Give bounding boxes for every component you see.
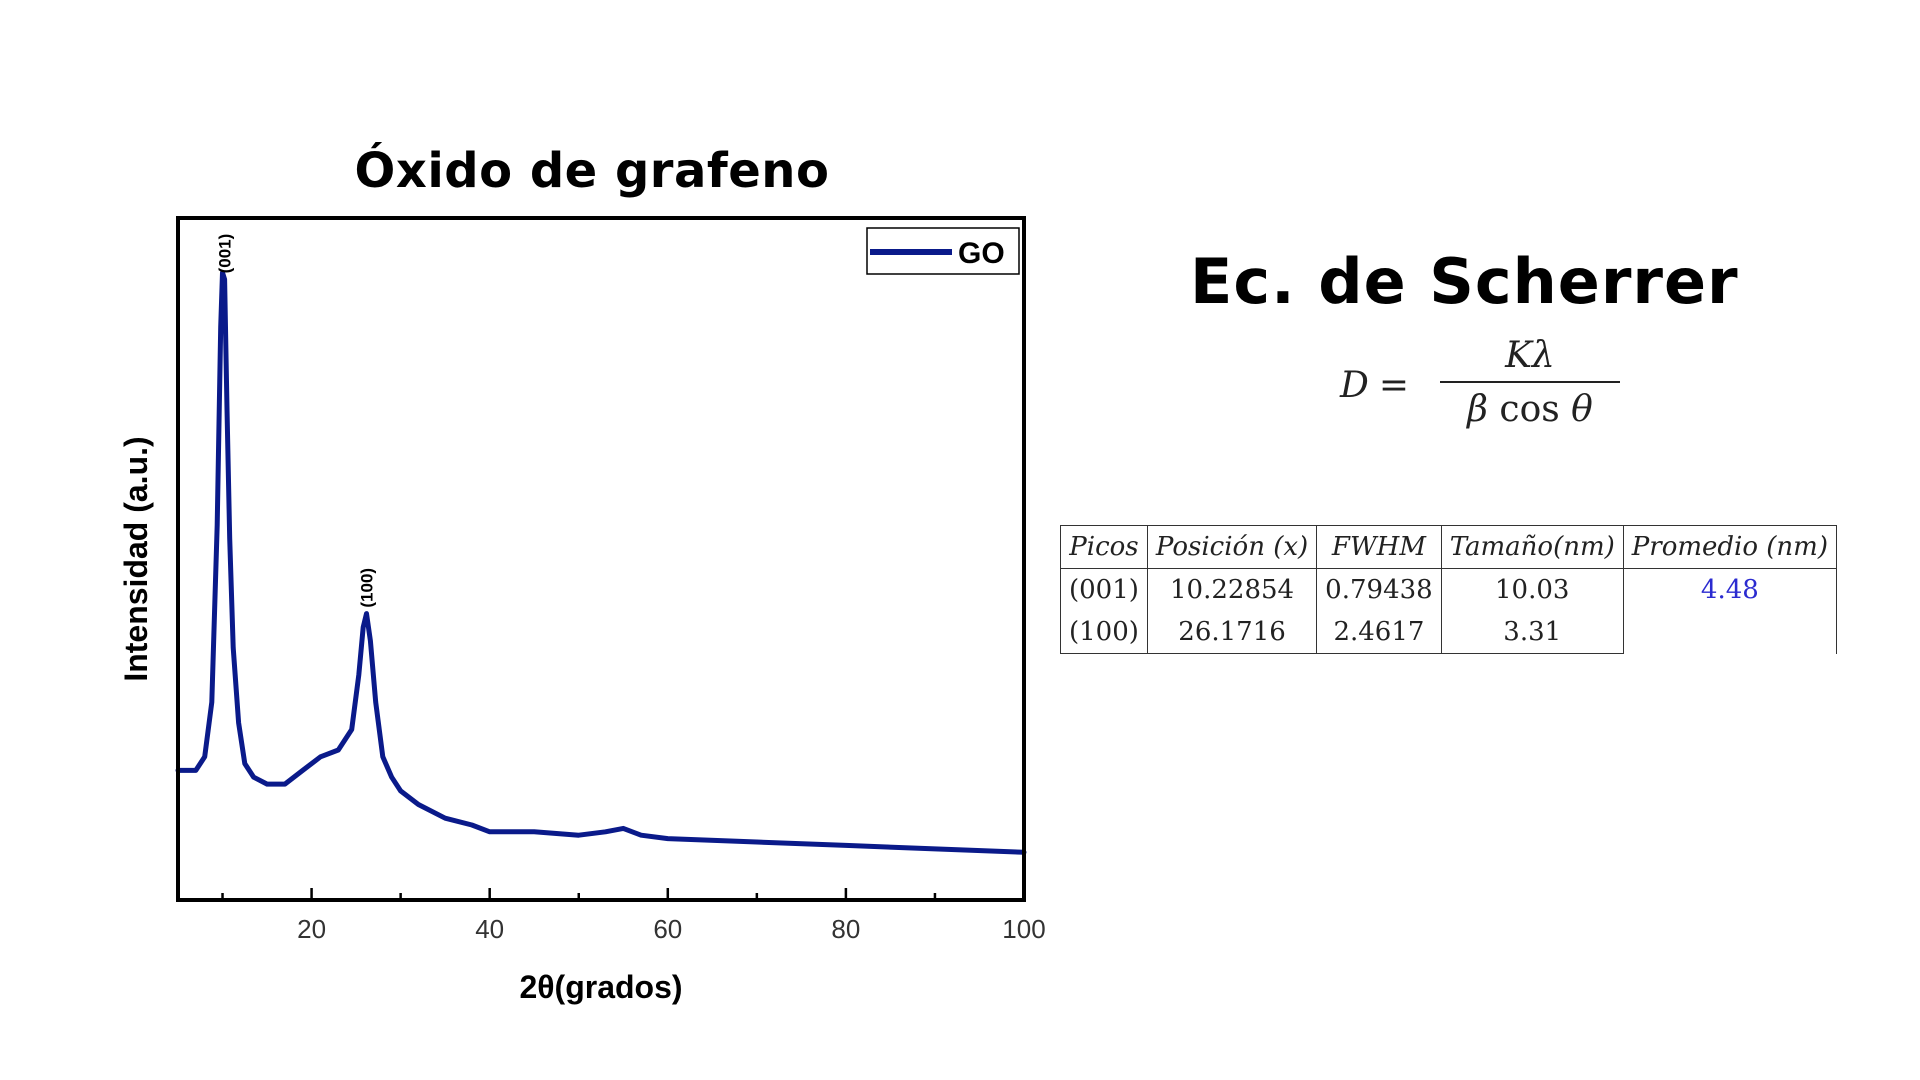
formula-beta: β xyxy=(1467,389,1488,430)
legend-label: GO xyxy=(958,237,1005,270)
x-tick-label: 60 xyxy=(653,914,682,944)
cell-fwhm: 0.79438 xyxy=(1316,568,1442,611)
chart-title: Óxido de grafeno xyxy=(354,143,830,199)
x-axis-label: 2θ(grados) xyxy=(519,969,682,1005)
header-posicion: Posición (x) xyxy=(1146,525,1318,569)
header-tamano: Tamaño(nm) xyxy=(1440,525,1624,569)
cell-fwhm: 2.4617 xyxy=(1316,611,1442,654)
x-tick-label: 100 xyxy=(1002,914,1045,944)
formula-lhs: D = xyxy=(1340,365,1409,406)
cell-size: 10.03 xyxy=(1440,568,1624,611)
x-tick-label: 20 xyxy=(297,914,326,944)
cell-size: 3.31 xyxy=(1440,611,1624,654)
xrd-chart: (001) (100) 20 40 60 80 100 2θ(grados) Intens… xyxy=(118,216,1046,1005)
x-tick-label: 40 xyxy=(475,914,504,944)
formula-equals: = xyxy=(1378,365,1410,406)
plot-area: (001) (100) xyxy=(175,234,1027,855)
series-line-go xyxy=(175,270,1027,855)
scherrer-title: Ec. de Scherrer xyxy=(1190,245,1739,318)
formula-d: D xyxy=(1340,365,1369,406)
fraction-bar xyxy=(1440,381,1620,383)
peak-label-1: (100) xyxy=(358,568,377,608)
cell-position: 26.1716 xyxy=(1146,611,1318,654)
table-header-row: Picos Posición (x) FWHM Tamaño(nm) Prome… xyxy=(1060,525,1837,569)
crystallite-size-table: Picos Posición (x) FWHM Tamaño(nm) Prome… xyxy=(1060,525,1837,654)
formula-cos: cos xyxy=(1499,389,1560,430)
peak-label-0: (001) xyxy=(216,234,235,274)
header-promedio: Promedio (nm) xyxy=(1622,525,1837,569)
formula-numerator: Kλ xyxy=(1505,335,1555,376)
plot-frame xyxy=(176,216,1026,902)
x-tick-label: 80 xyxy=(831,914,860,944)
formula-fraction: Kλ β cos θ xyxy=(1440,335,1620,430)
cell-peak: (001) xyxy=(1060,568,1148,611)
table-row: (100) 26.1716 2.4617 3.31 xyxy=(1060,611,1837,654)
header-picos: Picos xyxy=(1060,525,1148,569)
header-fwhm: FWHM xyxy=(1316,525,1442,569)
y-axis-label: Intensidad (a.u.) xyxy=(118,436,154,681)
cell-peak: (100) xyxy=(1060,611,1148,654)
cell-average: 4.48 xyxy=(1622,568,1837,654)
cell-position: 10.22854 xyxy=(1146,568,1318,611)
formula-theta: θ xyxy=(1571,389,1593,430)
table-row: (001) 10.22854 0.79438 10.03 4.48 xyxy=(1060,568,1837,654)
x-axis-ticks: 20 40 60 80 100 xyxy=(221,888,1046,944)
formula-denominator: β cos θ xyxy=(1440,389,1620,430)
legend: GO xyxy=(866,227,1020,275)
